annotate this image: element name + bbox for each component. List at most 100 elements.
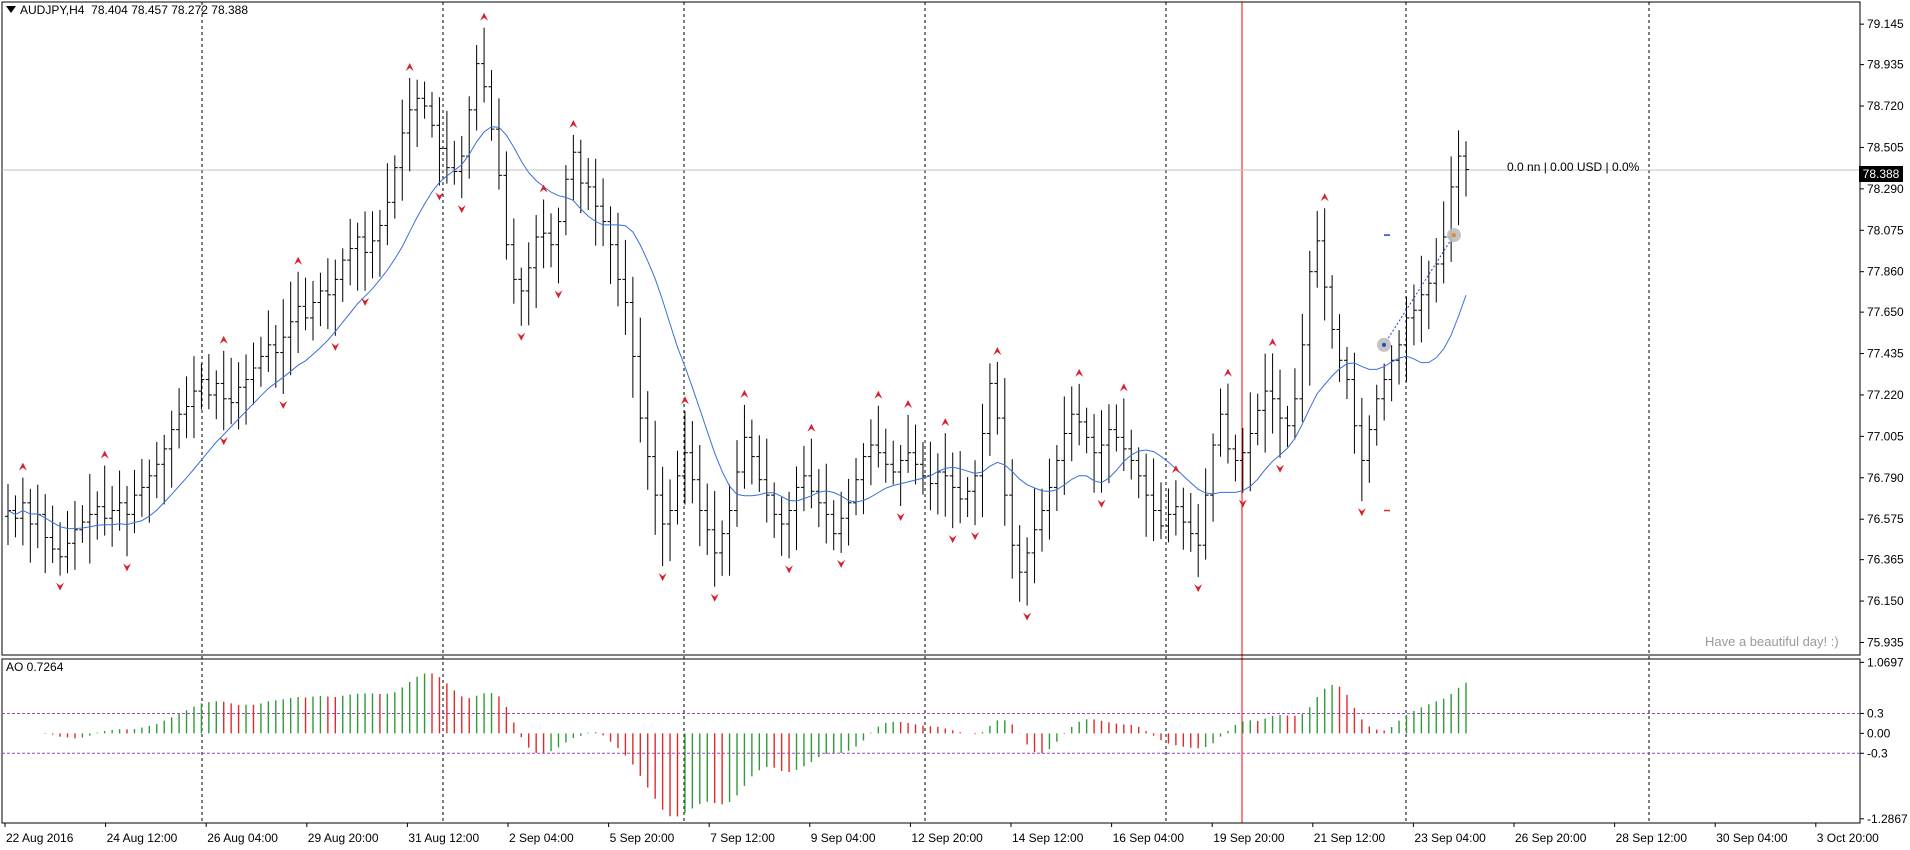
current-price-tag: 78.388 <box>1859 166 1903 182</box>
ohlc-bar <box>1202 468 1209 560</box>
time-axis-label: 14 Sep 12:00 <box>1012 831 1084 845</box>
ohlc-bar <box>1343 346 1350 400</box>
ohlc-bar <box>786 491 793 559</box>
ohlc-bar <box>1210 433 1217 522</box>
fractal-down-marker <box>123 563 132 572</box>
ohlc-bar <box>1001 378 1008 526</box>
trade-link-line <box>1383 234 1455 346</box>
ohlc-bar <box>853 457 860 516</box>
ohlc-bar <box>964 477 971 518</box>
ohlc-bar <box>391 155 398 219</box>
triangle-down-icon[interactable] <box>6 6 16 13</box>
fractal-up-marker <box>874 390 883 399</box>
fractal-up-marker <box>1268 338 1277 347</box>
ohlc-bar <box>652 420 659 535</box>
price-tick-label: 76.575 <box>1867 512 1904 526</box>
ohlc-bar <box>64 511 71 574</box>
ohlc-bar <box>1143 453 1150 537</box>
ohlc-bar <box>1135 447 1142 499</box>
symbol-header: AUDJPY,H4 78.404 78.457 78.272 78.388 <box>6 3 248 17</box>
fractal-down-marker <box>896 513 905 522</box>
ohlc-bar <box>1165 488 1172 543</box>
fractal-down-marker <box>331 342 340 351</box>
ohlc-bar <box>1187 492 1194 552</box>
ohlc-bar <box>369 211 376 279</box>
ohlc-bar <box>1091 414 1098 493</box>
ohlc-bar <box>577 139 584 214</box>
ohlc-bar <box>570 134 577 201</box>
ohlc-bar <box>436 97 443 186</box>
price-tick-label: 77.435 <box>1867 347 1904 361</box>
fractal-down-marker <box>219 437 228 446</box>
ohlc-bar <box>458 135 465 199</box>
ohlc-bar <box>719 520 726 576</box>
time-axis-label: 31 Aug 12:00 <box>408 831 479 845</box>
price-tick-label: 75.935 <box>1867 635 1904 649</box>
time-axis-label: 22 Aug 2016 <box>6 831 74 845</box>
ohlc-bar <box>957 451 964 524</box>
price-panel[interactable] <box>1 1 1861 656</box>
time-axis-label: 12 Sep 20:00 <box>911 831 983 845</box>
position-info: 0.0 nn | 0.00 USD | 0.0% <box>1507 160 1640 174</box>
ohlc-bar <box>540 199 547 269</box>
ohlc-bar <box>763 438 770 523</box>
fractal-up-marker <box>904 399 913 408</box>
fractal-down-marker <box>785 565 794 574</box>
time-axis-label: 16 Sep 04:00 <box>1113 831 1185 845</box>
ohlc-bar <box>734 440 740 527</box>
ohlc-bar <box>533 215 540 309</box>
ohlc-bar <box>659 466 666 567</box>
ohlc-bar <box>205 354 212 410</box>
ohlc-bar <box>912 424 919 485</box>
ohlc-bar <box>1105 404 1112 484</box>
fractal-up-marker <box>18 462 27 471</box>
ohlc-bar <box>1373 384 1380 446</box>
trade-entry-dot <box>1382 342 1386 347</box>
ohlc-bar <box>176 388 183 449</box>
ohlc-bar <box>555 207 562 284</box>
fractal-down-marker <box>56 582 65 591</box>
ohlc-bar <box>406 77 413 172</box>
ohlc-bar <box>257 336 264 387</box>
ohlc-bar <box>1180 487 1187 550</box>
ao-tick-label: 0.00 <box>1867 726 1891 740</box>
ohlc-bar <box>109 486 116 547</box>
ohlc-bar <box>748 419 755 485</box>
time-axis-label: 21 Sep 12:00 <box>1314 831 1386 845</box>
ohlc-bar <box>347 218 354 286</box>
ohlc-bar <box>473 44 480 131</box>
ohlc-bar <box>548 213 555 268</box>
awesome-oscillator-panel[interactable] <box>1 658 1861 824</box>
ohlc-bar <box>994 361 1001 435</box>
ohlc-bar <box>1366 415 1373 483</box>
ohlc-bar <box>1351 352 1358 454</box>
ohlc-bar <box>1024 537 1031 606</box>
ohlc-bar <box>272 324 279 388</box>
ohlc-bar <box>183 376 190 439</box>
fractal-down-marker <box>1238 499 1247 508</box>
ohlc-bar <box>674 450 681 525</box>
ao-tick-label: 1.0697 <box>1867 655 1904 669</box>
fractal-down-marker <box>361 297 370 306</box>
ohlc-bar <box>1224 383 1231 464</box>
ohlc-bar <box>1038 488 1045 552</box>
ohlc-bar <box>1158 482 1165 540</box>
ohlc-bar <box>309 280 316 341</box>
ohlc-bar <box>667 479 674 562</box>
ohlc-bar <box>919 442 926 495</box>
ohlc-bar <box>600 178 607 247</box>
ohlc-bar <box>1463 141 1469 197</box>
ohlc-bar <box>1321 208 1328 321</box>
ohlc-bar <box>384 163 391 246</box>
ohlc-bar <box>681 411 688 505</box>
ohlc-bar <box>451 140 458 185</box>
period-separators <box>201 2 1650 823</box>
ao-tick-label: -1.2867 <box>1867 812 1908 826</box>
ohlc-bar <box>101 465 108 536</box>
ohlc-bar <box>562 165 569 236</box>
ohlc-bar <box>168 410 175 488</box>
ohlc-bar <box>19 477 26 546</box>
fractal-down-marker <box>457 205 466 214</box>
fractal-up-marker <box>539 184 548 193</box>
